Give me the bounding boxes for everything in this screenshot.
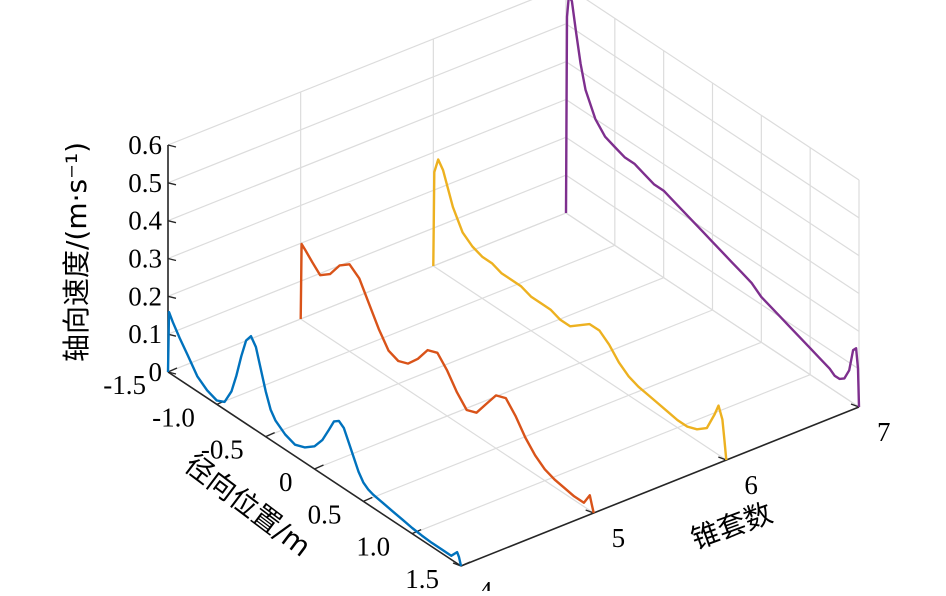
grid-line-floor-y (433, 265, 727, 461)
z-tick-mark (167, 144, 177, 148)
z-axis-label: 轴向速度/(m·s⁻¹) (60, 142, 93, 362)
grid-line-left-z (167, 98, 567, 260)
y-tick-mark (585, 509, 594, 514)
grid-line-back-z (565, 23, 860, 219)
y-tick-label: 5 (612, 523, 626, 553)
z-tick-label: 0.5 (128, 168, 162, 198)
tick-label-layer: 0 0.1 0.2 0.3 0.4 0.5 0.6 -1.5-1.0-0.5 0 0.5 1.0 1.… (103, 130, 891, 596)
series-line-5 (299, 242, 595, 514)
axis-layer (167, 144, 860, 567)
grid-line-left-z (167, 23, 567, 184)
z-tick-label: 0.4 (128, 206, 162, 236)
x-tick-label: -1.0 (152, 402, 195, 432)
grid-line-floor-x (265, 277, 664, 438)
z-tick-mark (167, 371, 177, 375)
grid-line-back-z (565, 61, 860, 257)
grid-line-back-z (586, 0, 860, 181)
y-tick-label: 6 (744, 470, 758, 500)
x-tick-label: -1.5 (103, 370, 146, 400)
x-tick-mark (265, 432, 275, 438)
grid-line-back-z (565, 98, 860, 295)
grid-line-left-z (167, 61, 567, 222)
y-tick-mark (718, 456, 727, 461)
grid-line-back-z (565, 136, 860, 332)
y-tick-mark (850, 403, 860, 408)
series-line-6 (432, 158, 728, 461)
x-tick-label: 1.0 (356, 532, 390, 562)
grid-layer (167, 0, 860, 567)
z-tick-label: 0.6 (128, 130, 162, 160)
y-tick-label: 7 (877, 417, 891, 447)
grid-line-floor-x (216, 244, 616, 405)
x-tick-label: 1.5 (405, 564, 439, 591)
x-tick-label: 0.5 (308, 499, 342, 529)
grid-line-left-z (167, 0, 533, 146)
x-tick-mark (314, 464, 324, 470)
x-tick-mark (460, 561, 471, 567)
grid-line-floor-x (314, 309, 713, 470)
z-tick-label: 0.1 (128, 319, 162, 349)
grid-line-left-z (167, 136, 567, 297)
grid-line-floor-x (363, 341, 762, 502)
grid-line-floor-y (300, 318, 594, 514)
y-axis-label: 锥套数 (687, 496, 777, 556)
z-tick-mark (167, 295, 177, 300)
grid-line-floor-y (565, 212, 860, 408)
x-tick-mark (167, 367, 178, 373)
series-line-4 (166, 310, 463, 567)
series-line-7 (564, 0, 861, 408)
x-tick-label: -0.5 (201, 435, 244, 465)
x-tick-label: 0 (279, 467, 293, 497)
grid-line-back-z (565, 174, 860, 370)
z-tick-mark (167, 257, 177, 262)
z-tick-mark (167, 219, 177, 224)
x-tick-mark (363, 496, 373, 502)
grid-line-left-z (167, 174, 567, 335)
series-layer (166, 0, 861, 567)
grid-line-floor-x (411, 374, 811, 535)
z-tick-label: 0 (149, 357, 163, 387)
z-tick-mark (167, 182, 177, 186)
x-axis-label: 径向位置/m (178, 447, 317, 563)
z-tick-label: 0.2 (128, 281, 162, 311)
grid-line-floor-x (167, 212, 567, 373)
y-axis-line (460, 406, 860, 567)
z-tick-label: 0.3 (128, 244, 162, 274)
y-tick-label: 4 (479, 576, 493, 591)
